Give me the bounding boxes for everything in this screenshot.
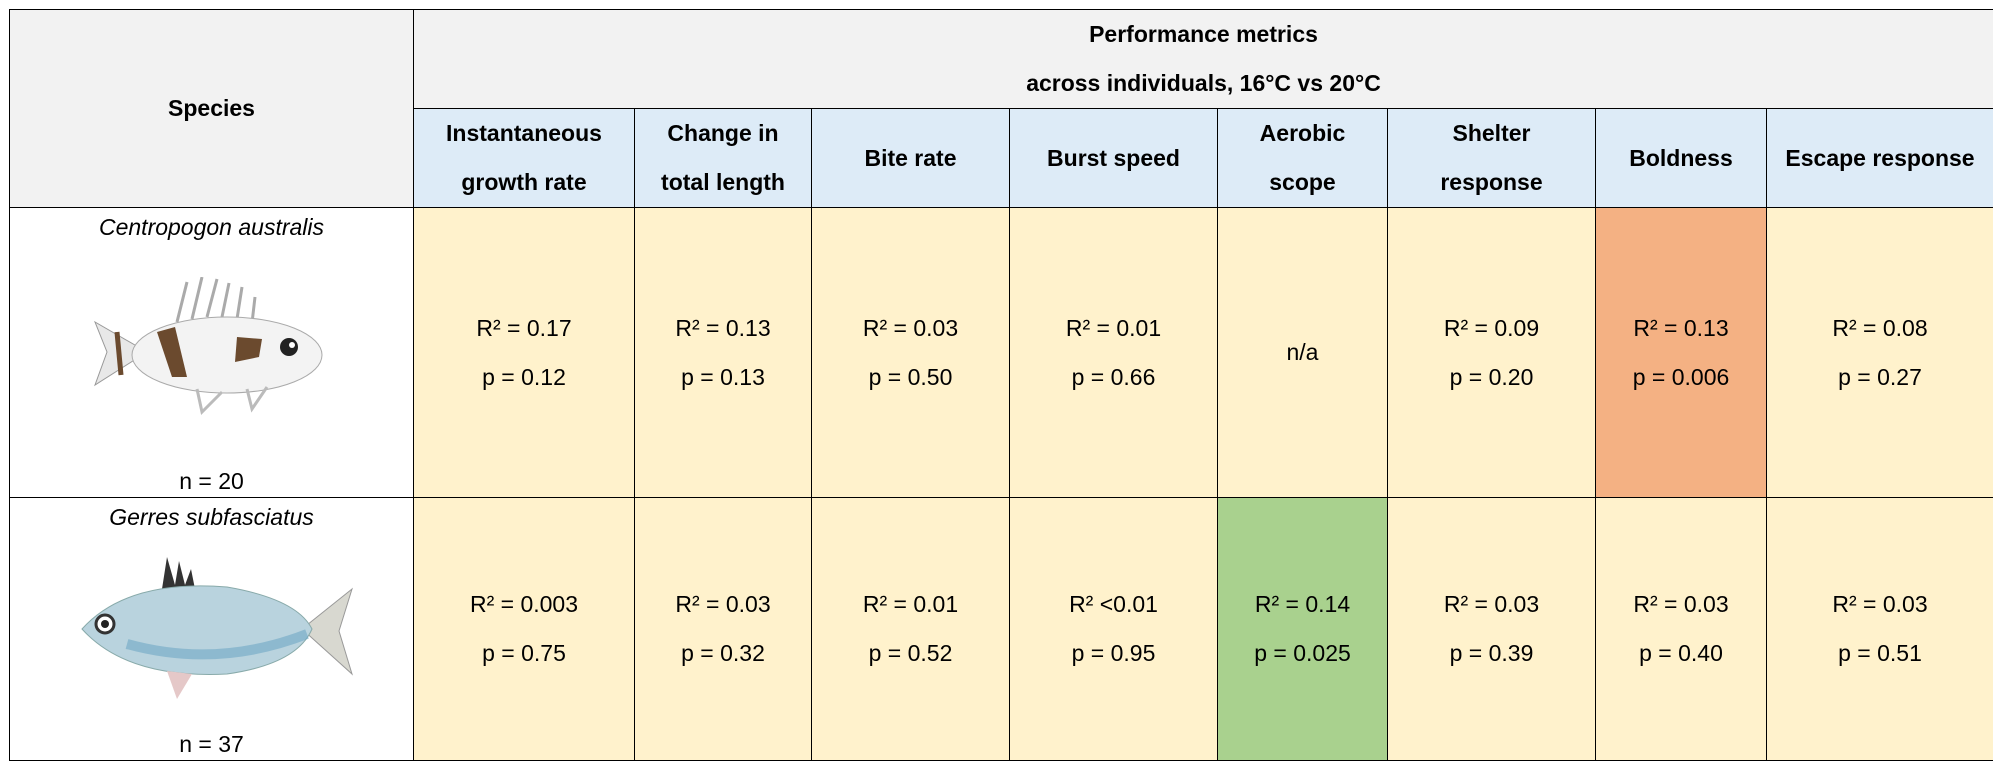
species-box: Centropogon australis n = 20 bbox=[10, 208, 413, 497]
column-header-line: response bbox=[1388, 158, 1595, 207]
r-squared: R² = 0.17 bbox=[414, 304, 634, 353]
r-squared: R² = 0.09 bbox=[1388, 304, 1595, 353]
column-header-line: Change in bbox=[635, 109, 811, 158]
species-name: Gerres subfasciatus bbox=[109, 502, 314, 532]
r-squared: R² = 0.01 bbox=[812, 580, 1009, 629]
p-value: p = 0.13 bbox=[635, 353, 811, 402]
column-header: Bite rate bbox=[812, 109, 1010, 208]
p-value: p = 0.006 bbox=[1596, 353, 1766, 402]
sample-size: n = 37 bbox=[179, 731, 244, 758]
p-value: p = 0.95 bbox=[1010, 629, 1217, 678]
p-value: p = 0.32 bbox=[635, 629, 811, 678]
r-squared: R² = 0.03 bbox=[1596, 580, 1766, 629]
header-title: Performance metrics bbox=[414, 10, 1993, 59]
p-value: p = 0.75 bbox=[414, 629, 634, 678]
r-squared: R² = 0.14 bbox=[1218, 580, 1387, 629]
column-header-line: Bite rate bbox=[812, 134, 1009, 183]
column-header-line: Boldness bbox=[1596, 134, 1766, 183]
header-subtitle: across individuals, 16°C vs 20°C bbox=[414, 59, 1993, 108]
p-value: p = 0.39 bbox=[1388, 629, 1595, 678]
species-name: Centropogon australis bbox=[99, 212, 324, 242]
p-value: p = 0.20 bbox=[1388, 353, 1595, 402]
column-header-line: Aerobic bbox=[1218, 109, 1387, 158]
p-value: p = 0.52 bbox=[812, 629, 1009, 678]
cell-text: n/a bbox=[1218, 328, 1387, 377]
r-squared: R² = 0.13 bbox=[1596, 304, 1766, 353]
r-squared: R² = 0.03 bbox=[812, 304, 1009, 353]
p-value: p = 0.66 bbox=[1010, 353, 1217, 402]
p-value: p = 0.51 bbox=[1767, 629, 1993, 678]
r-squared: R² = 0.03 bbox=[1388, 580, 1595, 629]
p-value: p = 0.27 bbox=[1767, 353, 1993, 402]
r-squared: R² <0.01 bbox=[1010, 580, 1217, 629]
species-header: Species bbox=[10, 10, 414, 208]
column-header-line: scope bbox=[1218, 158, 1387, 207]
column-header: Escape response bbox=[1767, 109, 1993, 208]
column-header: Burst speed bbox=[1010, 109, 1218, 208]
p-value: p = 0.12 bbox=[414, 353, 634, 402]
r-squared: R² = 0.03 bbox=[635, 580, 811, 629]
species-cell: Gerres subfasciatus n = 37 bbox=[10, 498, 414, 761]
fish-image bbox=[67, 549, 357, 709]
column-header-line: total length bbox=[635, 158, 811, 207]
fish-image bbox=[77, 277, 347, 427]
fish-box bbox=[67, 549, 357, 715]
p-value: p = 0.025 bbox=[1218, 629, 1387, 678]
fish-box bbox=[77, 277, 347, 433]
r-squared: R² = 0.13 bbox=[635, 304, 811, 353]
column-header: Boldness bbox=[1596, 109, 1767, 208]
r-squared: R² = 0.01 bbox=[1010, 304, 1217, 353]
column-header-line: Escape response bbox=[1767, 134, 1993, 183]
r-squared: R² = 0.03 bbox=[1767, 580, 1993, 629]
r-squared: R² = 0.08 bbox=[1767, 304, 1993, 353]
column-header-line: Instantaneous bbox=[414, 109, 634, 158]
column-header-line: growth rate bbox=[414, 158, 634, 207]
p-value: p = 0.50 bbox=[812, 353, 1009, 402]
metric-cell: n/a bbox=[1218, 208, 1388, 498]
column-header-line: Burst speed bbox=[1010, 134, 1217, 183]
species-cell: Centropogon australis n = 20 bbox=[10, 208, 414, 498]
p-value: p = 0.40 bbox=[1596, 629, 1766, 678]
sample-size: n = 20 bbox=[179, 468, 244, 495]
r-squared: R² = 0.003 bbox=[414, 580, 634, 629]
species-box: Gerres subfasciatus n = 37 bbox=[10, 498, 413, 760]
column-header-line: Shelter bbox=[1388, 109, 1595, 158]
